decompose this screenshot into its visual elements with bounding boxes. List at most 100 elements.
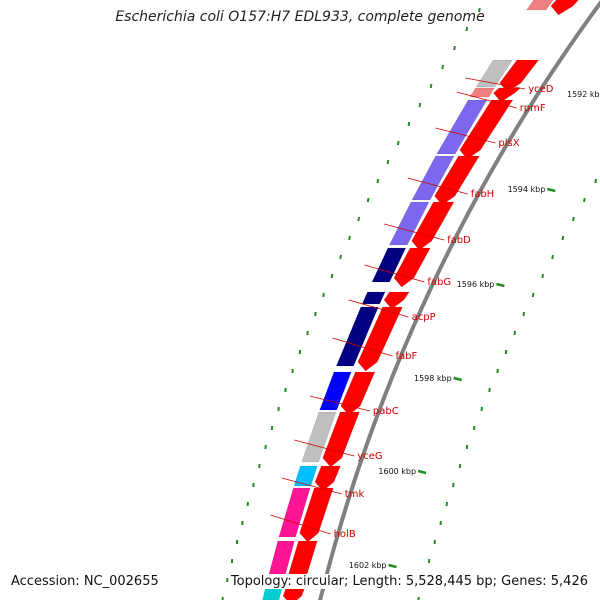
gc-dot (330, 273, 334, 279)
kbp-tick-label: 1592 kbp (567, 90, 600, 99)
cds-track (282, 0, 579, 600)
cog-block (411, 155, 455, 201)
gene-leader-line (294, 439, 355, 457)
gc-dot (366, 197, 370, 203)
kbp-tick-mark (546, 187, 556, 193)
cds-arrow (393, 247, 431, 288)
gene-leader-line (407, 177, 468, 195)
gc-dot (504, 349, 508, 355)
cog-block (469, 87, 495, 98)
cog-block (278, 487, 311, 538)
genome-summary-text: Topology: circular; Length: 5,528,445 bp… (228, 574, 590, 589)
gc-dot (541, 273, 544, 279)
accession-text: Accession: NC_002655 (9, 574, 161, 589)
cds-arrow (550, 0, 579, 16)
cds-arrow (411, 201, 455, 251)
cds-arrow (322, 411, 360, 468)
gc-dot (488, 387, 491, 393)
gc-dot (480, 406, 483, 412)
kbp-tick-mark (496, 282, 505, 288)
gene-label-plsX: plsX (498, 138, 519, 149)
gene-leader-line (270, 514, 331, 535)
gc-dot (531, 292, 535, 298)
gc-dot (441, 64, 444, 70)
cog-block (388, 201, 430, 246)
gene-label-yceG: yceG (357, 451, 382, 462)
gene-leader-line (456, 91, 517, 109)
gc-skew-dots (221, 7, 597, 600)
gc-dot (551, 254, 554, 260)
cds-arrow (383, 291, 410, 310)
gc-dot (298, 349, 302, 355)
kbp-tick-label: 1600 kbp (378, 467, 416, 476)
kbp-tick-mark (417, 469, 427, 475)
gene-label-rpmF: rpmF (520, 103, 546, 114)
gene-label-holB: holB (334, 529, 356, 540)
gene-label-fabD: fabD (447, 235, 471, 246)
cds-arrow (499, 59, 540, 93)
gc-dot (561, 235, 565, 241)
gene-leader-line (309, 395, 370, 412)
gc-dot (339, 254, 342, 260)
gc-dot (496, 368, 499, 374)
kbp-tick-label: 1602 kbp (349, 561, 387, 570)
gene-labels: yceD rpmF plsX fabH fabD fabG acpP fabF pabC yceG… (270, 77, 554, 540)
gc-dot (513, 330, 516, 336)
cds-arrow (459, 99, 514, 160)
cds-arrow (282, 587, 306, 600)
gene-label-fabH: fabH (471, 189, 495, 200)
gene-label-fabG: fabG (427, 277, 451, 288)
cog-block (301, 411, 337, 463)
gene-label-fabF: fabF (396, 351, 418, 362)
backbone-arc (318, 0, 600, 600)
cog-block (371, 247, 407, 283)
gc-dot (583, 197, 586, 203)
kbp-ticks: 1592 kbp 1594 kbp 1596 kbp 1598 kbp 1600 kbp… (349, 90, 600, 570)
gene-leader-line (281, 477, 342, 495)
gc-dot (465, 26, 469, 32)
gene-leader-line (348, 299, 409, 318)
gc-dot (322, 292, 325, 298)
kbp-tick-label: 1598 kbp (414, 374, 452, 383)
gc-dot (572, 216, 575, 222)
gc-dot (376, 178, 380, 184)
backbone-line (318, 0, 600, 600)
gc-dot (453, 45, 456, 51)
cds-arrow (299, 487, 334, 543)
gene-leader-line (364, 264, 425, 283)
cog-track (262, 0, 554, 600)
kbp-tick-mark (388, 563, 397, 569)
cds-arrow (314, 465, 341, 492)
gc-dot (386, 159, 390, 165)
gc-dot (314, 311, 317, 317)
kbp-tick-mark (453, 376, 463, 382)
cog-block (361, 291, 386, 305)
cds-arrow (434, 155, 480, 206)
kbp-tick-label: 1596 kbp (457, 280, 495, 289)
gene-leader-line (332, 337, 393, 357)
cog-block (335, 306, 379, 367)
gc-dot (418, 102, 422, 108)
gene-leader-line (383, 223, 445, 241)
kbp-tick-label: 1594 kbp (508, 185, 546, 194)
gc-dot (429, 83, 433, 89)
gc-dot (348, 235, 351, 241)
gc-dot (396, 140, 400, 146)
cog-block (475, 59, 513, 88)
cog-block (293, 465, 318, 487)
gene-label-acpP: acpP (412, 312, 436, 323)
cog-block (525, 0, 554, 11)
gc-dot (357, 216, 360, 222)
gene-label-yceD: yceD (528, 84, 554, 95)
gene-leader-line (435, 127, 496, 144)
gc-dot (407, 121, 411, 127)
cog-block (262, 587, 283, 600)
gene-leader-line (465, 77, 526, 90)
gene-label-tmk: tmk (345, 489, 365, 500)
gc-dot (306, 330, 309, 336)
map-title: Escherichia coli O157:H7 EDL933, complet… (115, 9, 485, 25)
gc-dot (473, 425, 476, 431)
gc-dot (478, 7, 481, 13)
